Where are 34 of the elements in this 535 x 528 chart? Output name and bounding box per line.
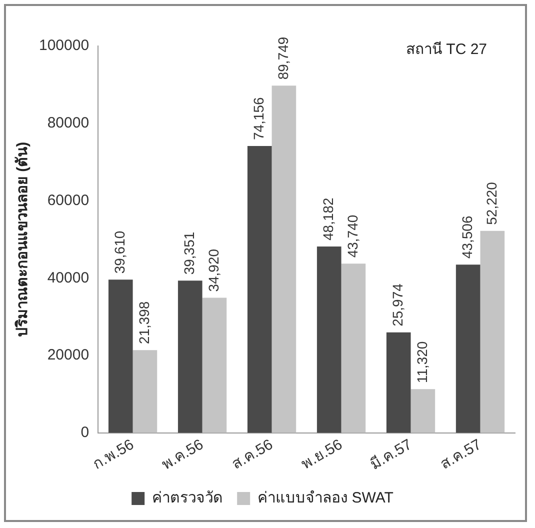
bar — [247, 146, 272, 433]
data-label: 43,506 — [458, 216, 475, 259]
y-tick-label: 40000 — [47, 269, 90, 286]
data-label: 74,156 — [250, 96, 266, 140]
bar — [178, 280, 202, 433]
y-tick-label: 100000 — [38, 37, 90, 54]
y-tick-label: 60000 — [47, 192, 90, 209]
data-label: 39,610 — [112, 230, 128, 274]
data-label: 39,351 — [180, 232, 197, 275]
legend-label: ค่าแบบจำลอง SWAT — [258, 490, 394, 507]
bar — [202, 298, 227, 433]
data-label: 43,740 — [344, 214, 360, 258]
y-tick-label: 20000 — [47, 346, 90, 364]
bar — [316, 246, 342, 433]
bar — [410, 389, 436, 433]
data-label: 89,749 — [274, 36, 291, 80]
bar — [386, 332, 411, 433]
bar — [272, 86, 296, 433]
legend-label: ค่าตรวจวัด — [152, 490, 224, 507]
annotation: สถานี TC 27 — [406, 41, 487, 58]
bar — [456, 264, 480, 433]
y-tick-label: 80000 — [47, 114, 90, 132]
bar — [132, 350, 158, 433]
y-tick-label: 0 — [80, 424, 90, 442]
bar — [341, 264, 366, 433]
y-axis-title: ปริมาณตะกอนแขวนลอย (ตัน) — [13, 142, 32, 338]
data-label: 34,920 — [205, 248, 222, 292]
data-label: 21,398 — [136, 301, 152, 344]
data-label: 11,320 — [414, 341, 430, 384]
data-label: 48,182 — [320, 197, 336, 240]
bar — [108, 280, 133, 433]
bar — [480, 230, 505, 433]
data-label: 52,220 — [483, 182, 500, 225]
data-label: 25,974 — [389, 283, 406, 326]
